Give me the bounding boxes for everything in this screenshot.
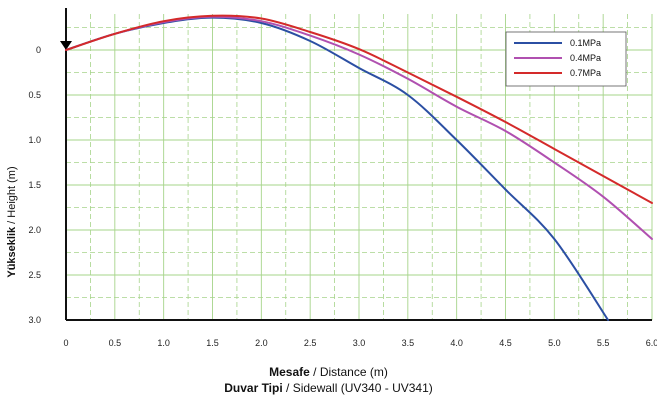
y-tick-label: 1.0 <box>28 135 41 145</box>
y-axis-label: Yükseklik / Height (m) <box>6 166 18 277</box>
y-tick-labels: 0 0.5 1.0 1.5 2.0 2.5 3.0 <box>28 45 41 325</box>
y-tick-label: 3.0 <box>28 315 41 325</box>
x-axis-label-rest: / Distance (m) <box>309 365 388 379</box>
axes <box>60 8 652 321</box>
series-lines <box>65 14 653 321</box>
x-tick-label: 2.5 <box>304 338 317 348</box>
x-tick-label: 5.5 <box>597 338 610 348</box>
x-tick-label: 5.0 <box>548 338 561 348</box>
y-tick-label: 0 <box>36 45 41 55</box>
legend-label: 0.1MPa <box>570 38 601 48</box>
legend-label: 0.4MPa <box>570 53 601 63</box>
x-tick-label: 3.5 <box>402 338 415 348</box>
y-tick-label: 2.5 <box>28 270 41 280</box>
chart-caption-bold: Duvar Tipi <box>224 381 283 395</box>
x-axis-label-bold: Mesafe <box>269 365 310 379</box>
y-tick-label: 0.5 <box>28 90 41 100</box>
grid-lines <box>66 14 653 321</box>
x-tick-label: 1.5 <box>206 338 219 348</box>
x-tick-labels: 0 0.5 1.0 1.5 2.0 2.5 3.0 3.5 4.0 4.5 5.0 5.5 6.0 <box>63 338 657 348</box>
x-tick-label: 2.0 <box>255 338 268 348</box>
x-tick-label: 4.5 <box>499 338 512 348</box>
legend: 0.1MPa 0.4MPa 0.7MPa <box>505 31 627 87</box>
chart-caption: Duvar Tipi / Sidewall (UV340 - UV341) <box>0 381 657 395</box>
y-axis-label-rest: / Height (m) <box>6 166 18 227</box>
legend-label: 0.7MPa <box>570 68 601 78</box>
origin-marker-icon <box>60 41 72 50</box>
x-tick-label: 6.0 <box>646 338 657 348</box>
series-line-0-7mpa <box>65 14 653 204</box>
chart-caption-rest: / Sidewall (UV340 - UV341) <box>282 381 433 395</box>
y-tick-label: 2.0 <box>28 225 41 235</box>
x-tick-label: 3.0 <box>353 338 366 348</box>
x-tick-label: 4.0 <box>450 338 463 348</box>
y-tick-label: 1.5 <box>28 180 41 190</box>
x-tick-label: 0.5 <box>109 338 122 348</box>
x-tick-label: 1.0 <box>157 338 170 348</box>
x-tick-label: 0 <box>63 338 68 348</box>
y-axis-label-bold: Yükseklik <box>6 226 18 278</box>
x-axis-label: Mesafe / Distance (m) <box>0 365 657 379</box>
